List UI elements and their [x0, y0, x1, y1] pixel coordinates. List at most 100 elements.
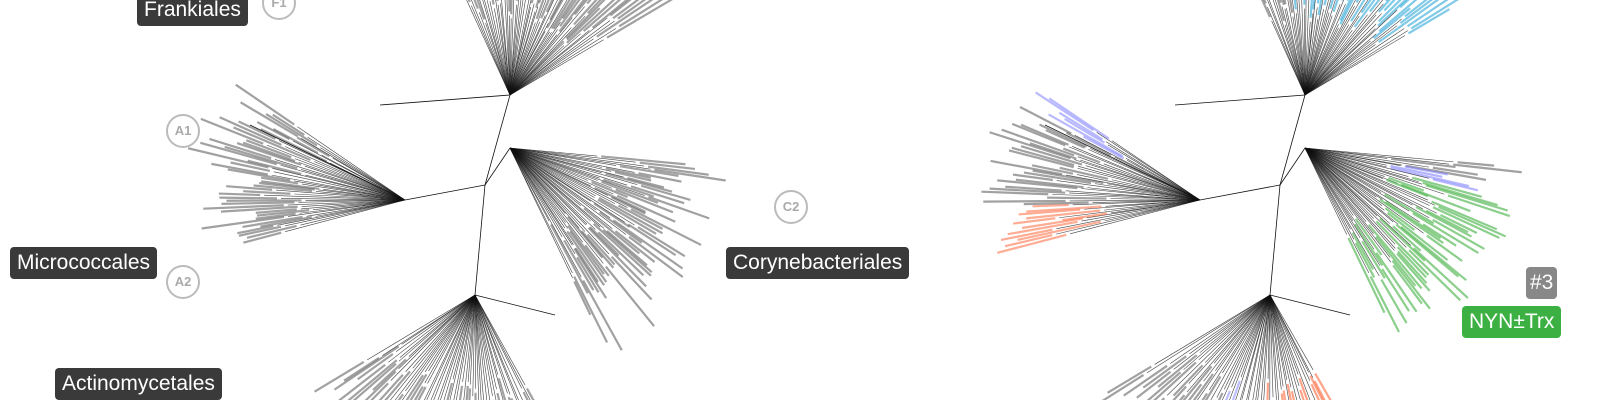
branch	[509, 147, 573, 246]
branch	[1111, 179, 1201, 201]
leaf-label	[1192, 373, 1214, 400]
leaf-label	[1354, 242, 1376, 278]
branch	[408, 294, 476, 357]
leaf-label	[616, 194, 676, 223]
branch	[280, 198, 406, 201]
leaf-label	[561, 0, 578, 20]
branch	[509, 147, 597, 211]
leaf-label	[1375, 236, 1417, 287]
leaf-label	[1395, 223, 1459, 278]
branch	[298, 199, 406, 203]
branch	[1304, 147, 1354, 216]
leaf-label	[1391, 259, 1431, 310]
leaf-label	[1012, 217, 1056, 225]
leaf-label	[260, 216, 313, 228]
leaf-label	[996, 233, 1067, 254]
branch	[405, 294, 476, 372]
branch	[274, 159, 406, 201]
leaf-label	[409, 373, 428, 400]
branch	[1269, 294, 1277, 400]
leaf-label	[1023, 171, 1092, 185]
branch	[428, 294, 476, 372]
leaf-label	[272, 113, 305, 136]
branch	[430, 294, 476, 400]
leaf-label	[364, 370, 397, 400]
leaf-label	[1182, 365, 1213, 400]
branch	[390, 294, 476, 381]
branch	[474, 294, 556, 316]
leaf-label	[1397, 250, 1428, 284]
branch	[402, 294, 476, 400]
branch	[509, 147, 596, 230]
leaf-label	[997, 179, 1078, 190]
branch	[285, 146, 406, 201]
branch	[467, 294, 476, 383]
panel-label: #3	[1526, 267, 1558, 299]
leaf-label	[1392, 264, 1423, 305]
leaf-label	[1000, 228, 1053, 242]
leaf-label	[1187, 383, 1203, 400]
branch	[1281, 6, 1306, 96]
branch	[395, 294, 476, 400]
leaf-label	[1372, 7, 1411, 40]
branch	[412, 294, 476, 369]
branch	[474, 294, 517, 400]
leaf-label	[989, 131, 1071, 160]
leaf-label	[582, 279, 623, 351]
branch	[1304, 7, 1318, 96]
clade-label: Micrococcales	[10, 247, 158, 279]
branch	[1304, 0, 1310, 96]
leaf-label	[1172, 385, 1187, 400]
branch	[1269, 294, 1284, 387]
leaf-label	[611, 196, 646, 215]
leaf-label	[1266, 382, 1270, 400]
leaf-label	[573, 247, 608, 299]
branch	[1272, 0, 1306, 96]
branch	[509, 21, 540, 96]
leaf-label	[1312, 0, 1316, 10]
leaf-label	[592, 222, 652, 277]
branch	[1216, 294, 1271, 398]
branch	[494, 8, 511, 96]
branch	[294, 158, 406, 201]
branch	[1056, 180, 1201, 201]
leaf-label	[573, 0, 598, 26]
leaf-label	[1309, 375, 1324, 400]
branch	[1056, 199, 1201, 230]
leaf-label	[545, 0, 554, 13]
branch	[1304, 147, 1429, 168]
leaf-label	[580, 230, 615, 269]
branch	[1077, 156, 1201, 201]
branch	[1304, 15, 1360, 96]
leaf-label	[1400, 183, 1471, 213]
leaf-label	[243, 231, 282, 244]
branch	[486, 0, 511, 96]
branch	[1229, 294, 1271, 400]
leaf-label	[617, 0, 647, 20]
leaf-label	[1407, 8, 1450, 35]
branch	[1304, 147, 1394, 223]
branch	[504, 0, 511, 96]
family-label: NYN±Trx	[1462, 306, 1562, 338]
leaf-label	[610, 256, 653, 301]
branch	[287, 199, 406, 206]
leaf-label	[1064, 118, 1106, 144]
branch	[474, 294, 488, 400]
branch	[382, 294, 476, 356]
branch	[1304, 147, 1420, 223]
branch	[1304, 147, 1396, 245]
branch	[469, 294, 476, 385]
leaf-label	[1106, 365, 1152, 394]
leaf-label	[1039, 123, 1088, 148]
branch	[1269, 294, 1282, 390]
branch	[509, 0, 524, 96]
branch	[1183, 294, 1271, 370]
branch	[1056, 199, 1201, 235]
leaf-label	[654, 168, 726, 182]
branch	[427, 294, 476, 384]
branch	[1052, 194, 1201, 201]
leaf-label	[596, 0, 654, 38]
branch	[297, 126, 406, 201]
leaf-label	[261, 176, 299, 185]
leaf-label	[370, 382, 389, 400]
